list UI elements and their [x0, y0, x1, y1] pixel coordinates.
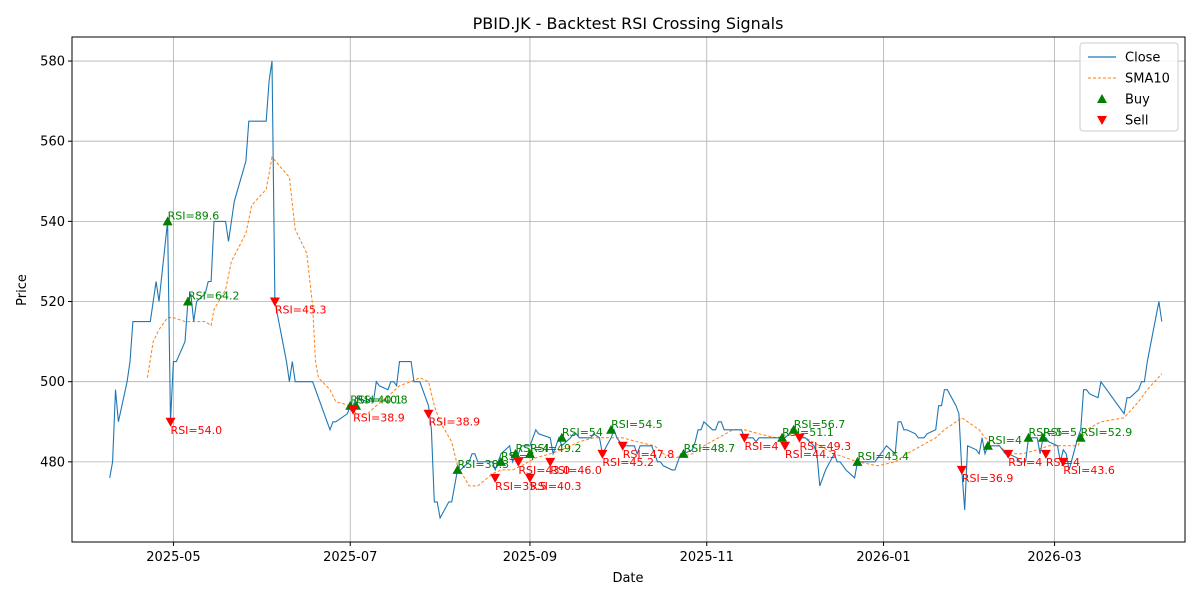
- sell-rsi-label: RSI=4: [744, 440, 778, 453]
- legend-label-sma: SMA10: [1125, 72, 1170, 87]
- plot-frame: [71, 36, 1186, 543]
- buy-rsi-label: RSI=52.9: [1081, 426, 1133, 439]
- sell-marker: [1003, 449, 1014, 459]
- buy-marker: [182, 296, 193, 306]
- sell-marker: [269, 297, 280, 307]
- buy-marker: [777, 432, 788, 442]
- sell-marker: [956, 465, 967, 475]
- x-tick-label: 2025-07: [323, 550, 377, 565]
- buy-rsi-label: RSI=54: [562, 426, 603, 439]
- buy-marker: [1037, 432, 1048, 442]
- buy-rsi-label: RSI=38.3: [457, 458, 509, 471]
- x-axis-label: Date: [612, 571, 643, 586]
- buy-marker: [606, 424, 617, 434]
- sell-marker: [597, 449, 608, 459]
- sell-marker: [1040, 449, 1051, 459]
- sell-rsi-label: RSI=45.2: [602, 456, 654, 469]
- sell-marker: [490, 473, 501, 483]
- sell-rsi-label: RSI=45.3: [275, 304, 327, 317]
- buy-rsi-label: RSI=54.5: [611, 418, 663, 431]
- sell-rsi-label: RSI=4: [1008, 456, 1042, 469]
- x-tick-label: 2025-09: [503, 550, 557, 565]
- sell-rsi-label: RSI=47.8: [623, 448, 675, 461]
- buy-marker: [452, 464, 463, 474]
- axis-ticks: 2025-05 2025-07 2025-09 2025-11 2026-01 2026-…: [40, 55, 1082, 565]
- buy-marker: [495, 456, 506, 466]
- buy-rsi-label: RSI=45.4: [857, 450, 909, 463]
- buy-marker: [1075, 432, 1086, 442]
- buy-rsi-label: RSI=4: [988, 434, 1022, 447]
- legend-label-close: Close: [1125, 51, 1160, 66]
- legend-label-buy: Buy: [1125, 93, 1150, 108]
- x-tick-label: 2025-05: [146, 550, 200, 565]
- sell-rsi-label: RSI=43.6: [1063, 464, 1115, 477]
- buy-marker: [524, 448, 535, 458]
- sell-rsi-label: RSI=36.9: [962, 472, 1014, 485]
- buy-marker: [556, 432, 567, 442]
- sell-marker: [545, 457, 556, 467]
- buy-rsi-label: RSI=64.2: [188, 290, 240, 303]
- buy-marker: [678, 448, 689, 458]
- buy-rsi-label: RSI=40.1: [350, 394, 402, 407]
- close-price-line: [109, 60, 1163, 520]
- y-tick-label: 500: [40, 375, 65, 390]
- sell-marker: [524, 473, 535, 483]
- grid: [72, 37, 1185, 542]
- sell-marker: [780, 441, 791, 451]
- chart-title: PBID.JK - Backtest RSI Crossing Signals: [473, 14, 784, 33]
- sell-marker: [794, 433, 805, 443]
- sell-rsi-label: RSI=43.0: [518, 464, 570, 477]
- x-tick-label: 2026-03: [1027, 550, 1081, 565]
- sell-rsi-label: RSI=35.5: [495, 480, 547, 493]
- buy-rsi-label: RSI=49.2: [530, 442, 582, 455]
- legend-swatch-buy: [1097, 94, 1107, 103]
- sell-marker: [165, 417, 176, 427]
- sell-rsi-label: RSI=40.3: [530, 480, 582, 493]
- sell-rsi-label: RSI=54.0: [171, 424, 223, 437]
- buy-rsi-label: RSI=5: [1043, 426, 1077, 439]
- buy-rsi-label: RSI=4: [515, 442, 549, 455]
- sell-marker: [423, 409, 434, 419]
- sell-rsi-label: RSI=49.3: [800, 440, 852, 453]
- buy-marker: [510, 448, 521, 458]
- sell-marker: [1058, 457, 1069, 467]
- legend: Close SMA10 Buy Sell: [1079, 42, 1179, 132]
- y-tick-label: 580: [40, 55, 65, 70]
- buy-marker: [1023, 432, 1034, 442]
- y-tick-label: 480: [40, 455, 65, 470]
- y-tick-label: 560: [40, 135, 65, 150]
- legend-box: [1079, 42, 1179, 132]
- buy-marker: [982, 440, 993, 450]
- y-tick-label: 540: [40, 215, 65, 230]
- sell-marker: [348, 405, 359, 415]
- y-axis-label: Price: [15, 274, 30, 306]
- legend-label-sell: Sell: [1125, 114, 1148, 129]
- series-layer: [109, 60, 1163, 520]
- y-tick-label: 520: [40, 295, 65, 310]
- sell-rsi-label: RSI=44.3: [785, 448, 837, 461]
- buy-marker: [162, 216, 173, 226]
- sma10-line: [146, 156, 1163, 487]
- buy-rsi-label: RSI=40.8: [356, 394, 408, 407]
- sell-rsi-label: RSI=38.9: [353, 412, 405, 425]
- x-tick-label: 2025-11: [680, 550, 734, 565]
- legend-swatch-sell: [1097, 116, 1107, 125]
- buy-rsi-label: RSI=5: [1028, 426, 1062, 439]
- x-tick-label: 2026-01: [856, 550, 910, 565]
- sell-rsi-label: RSI=38.9: [429, 416, 481, 429]
- sell-marker: [617, 441, 628, 451]
- buy-marker: [788, 424, 799, 434]
- sell-rsi-label: RSI=46.0: [550, 464, 602, 477]
- buy-marker: [852, 456, 863, 466]
- buy-rsi-label: RSI=89.6: [168, 209, 220, 222]
- sell-marker: [513, 457, 524, 467]
- buy-rsi-label: RSI=56.7: [794, 418, 846, 431]
- buy-rsi-label: RSI=48.7: [684, 442, 736, 455]
- sell-marker: [739, 433, 750, 443]
